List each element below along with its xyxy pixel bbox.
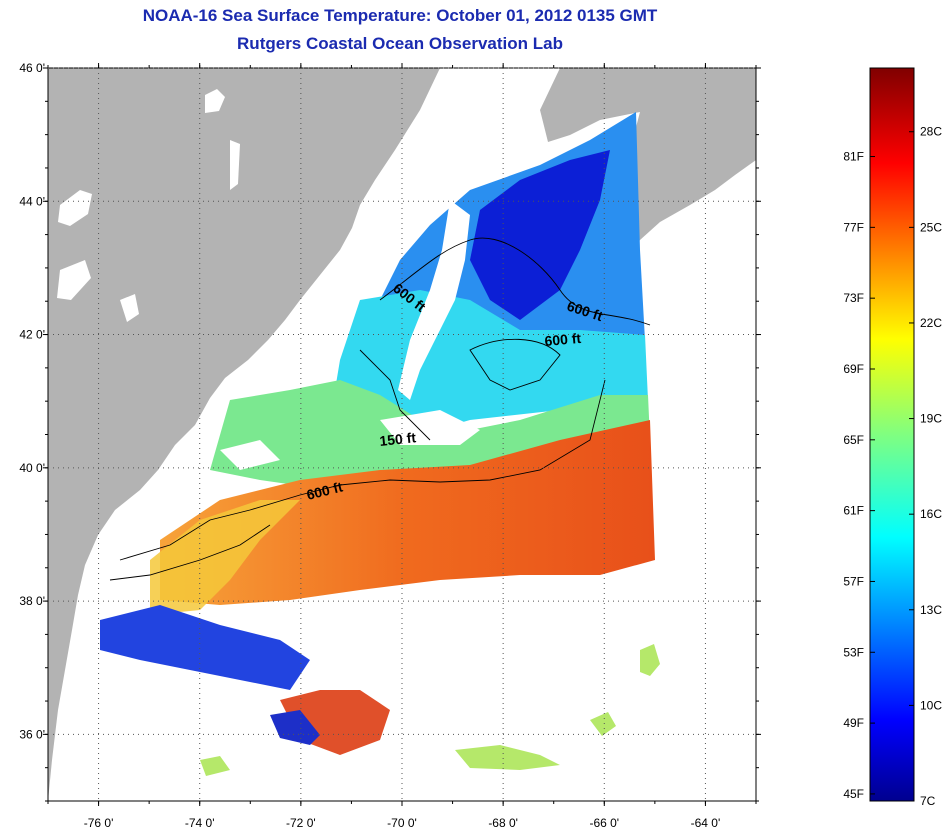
lat-tick-label: 44 0' — [19, 194, 45, 208]
colorbar-f-label: 81F — [843, 150, 864, 164]
sst-offshore-blue-patch — [270, 710, 320, 745]
colorbar-f-label: 65F — [843, 433, 864, 447]
lat-tick-label: 40 0' — [19, 461, 45, 475]
lon-tick-label: -72 0' — [286, 816, 316, 830]
sst-warm-gulf-stream — [160, 420, 655, 605]
lon-tick-label: -74 0' — [185, 816, 215, 830]
bathymetry-contours — [109, 237, 651, 581]
longitude-labels: -76 0' -74 0' -72 0' -70 0' -68 0' -66 0' -64 … — [84, 816, 721, 830]
land-us-coast — [48, 68, 440, 801]
lat-tick-label: 42 0' — [19, 328, 45, 342]
colorbar-fahrenheit-labels: 81F 77F 73F 69F 65F 61F 57F 53F 49F 45F — [843, 150, 875, 801]
lon-tick-label: -76 0' — [84, 816, 114, 830]
land-nova-scotia — [540, 68, 756, 250]
contour-label-4: 150 ft — [379, 429, 417, 449]
latitude-labels: 46 0' 44 0' 42 0' 40 0' 38 0' 36 0' — [19, 61, 45, 741]
colorbar-f-label: 69F — [843, 362, 864, 376]
lat-tick-label: 36 0' — [19, 727, 45, 741]
lat-tick-label: 46 0' — [19, 61, 45, 75]
contour-label-3: 600 ft — [544, 330, 582, 349]
colorbar-c-label: 7C — [920, 794, 936, 808]
colorbar — [869, 67, 915, 802]
graticule — [43, 63, 761, 806]
colorbar-c-label: 25C — [920, 220, 942, 234]
lon-tick-label: -64 0' — [691, 816, 721, 830]
colorbar-c-label: 19C — [920, 412, 942, 426]
lon-tick-label: -68 0' — [488, 816, 518, 830]
map-title: NOAA-16 Sea Surface Temperature: October… — [142, 6, 658, 25]
colorbar-f-label: 45F — [843, 787, 864, 801]
colorbar-c-label: 22C — [920, 316, 942, 330]
colorbar-c-label: 16C — [920, 507, 942, 521]
colorbar-f-label: 53F — [843, 645, 864, 659]
sst-cyan-band — [330, 290, 648, 440]
sst-yellow-edge — [150, 500, 300, 615]
colorbar-f-label: 73F — [843, 291, 864, 305]
sst-very-cold-patch — [470, 150, 610, 320]
colorbar-f-label: 49F — [843, 716, 864, 730]
colorbar-f-label: 57F — [843, 574, 864, 588]
lat-tick-label: 38 0' — [19, 594, 45, 608]
colorbar-c-label: 10C — [920, 698, 942, 712]
colorbar-celsius-labels: 28C 25C 22C 19C 16C 13C 10C 7C — [909, 125, 942, 808]
colorbar-c-label: 13C — [920, 603, 942, 617]
colorbar-f-label: 77F — [843, 220, 864, 234]
sst-southern-blue — [100, 605, 310, 690]
lon-tick-label: -70 0' — [387, 816, 417, 830]
lon-tick-label: -66 0' — [589, 816, 619, 830]
colorbar-c-label: 28C — [920, 125, 942, 139]
colorbar-f-label: 61F — [843, 504, 864, 518]
map-subtitle: Rutgers Coastal Ocean Observation Lab — [237, 34, 563, 53]
